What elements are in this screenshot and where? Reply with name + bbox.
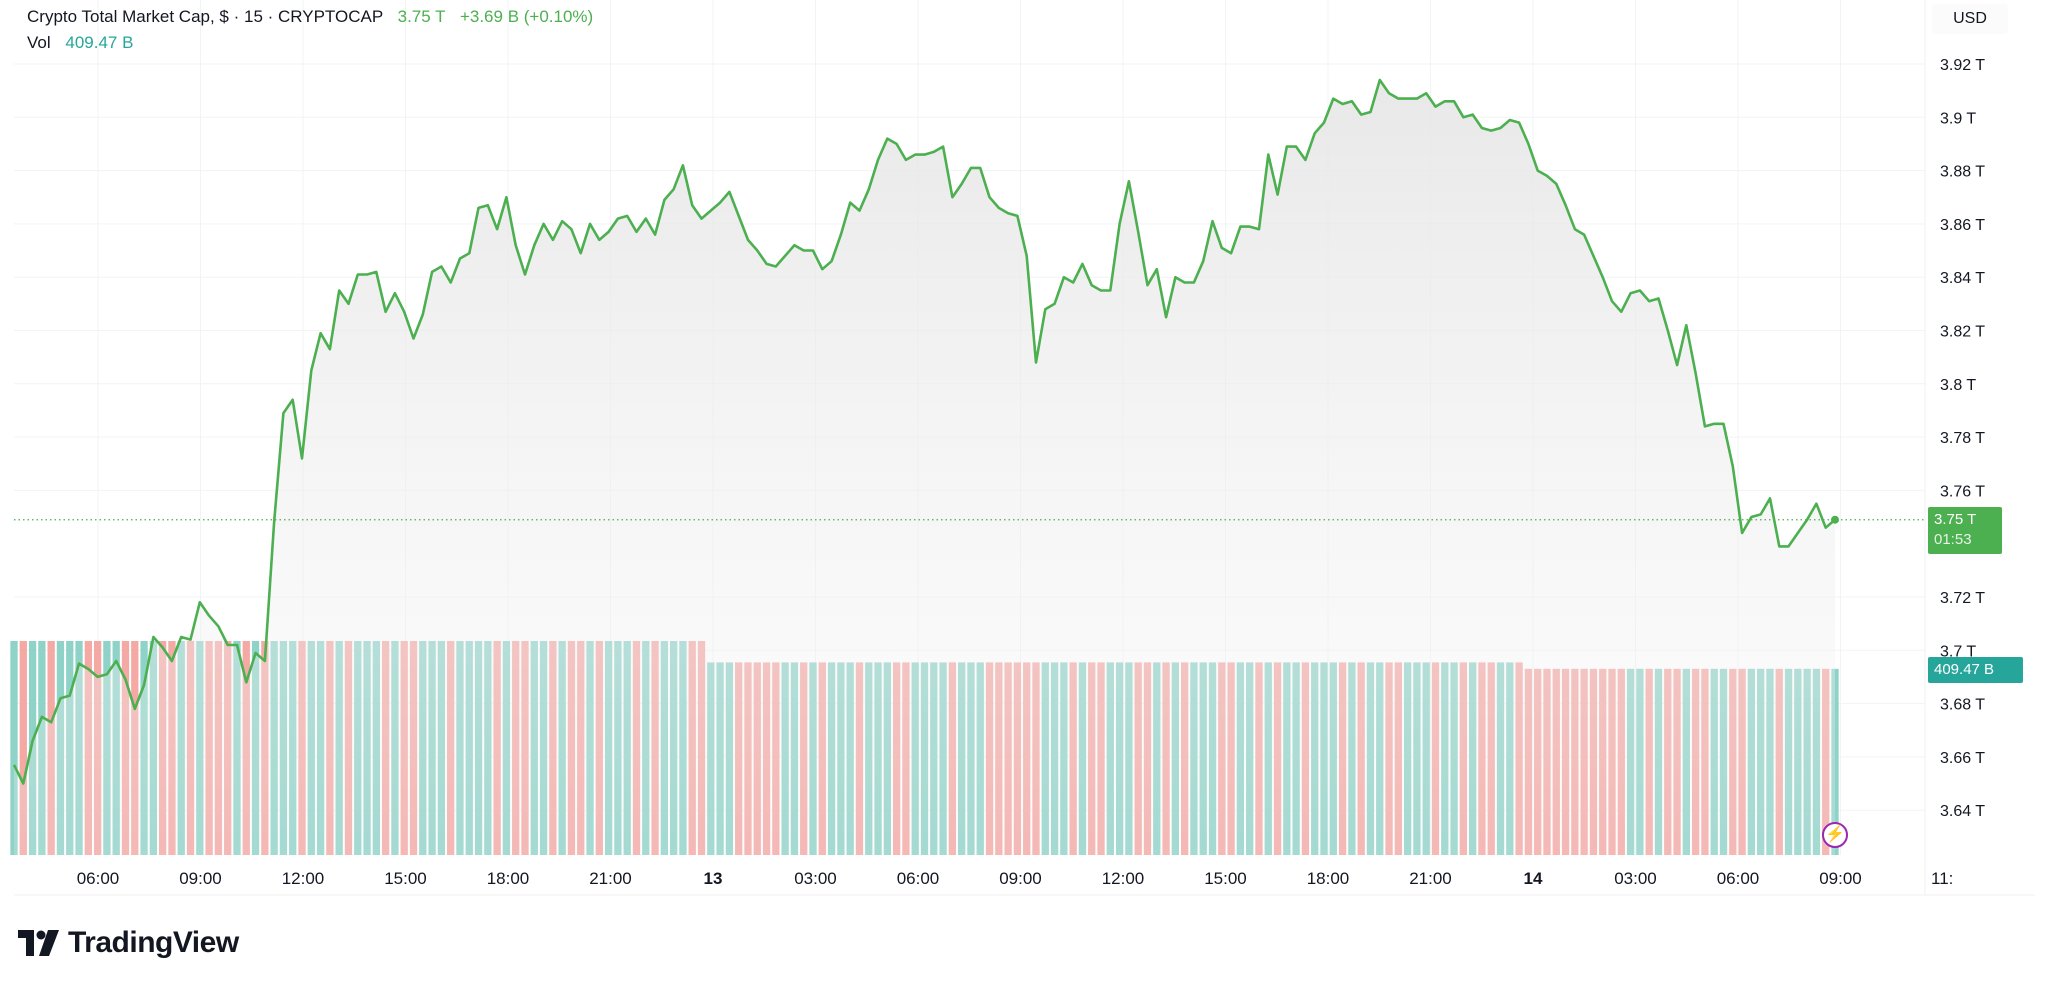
tradingview-logo[interactable]: TradingView (18, 926, 239, 960)
x-tick-label: 06:00 (1717, 869, 1760, 888)
legend-main: Crypto Total Market Cap, $ · 15 · CRYPTO… (27, 6, 593, 28)
price-area (14, 80, 1835, 855)
x-tick-label: 18:00 (1307, 869, 1350, 888)
y-tick-label: 3.82 T (1940, 324, 1985, 341)
bar-countdown: 01:53 (1934, 531, 1972, 548)
logo-text: TradingView (68, 926, 239, 959)
symbol-title[interactable]: Crypto Total Market Cap, $ · 15 · CRYPTO… (27, 7, 383, 26)
price-axis[interactable]: 3.92 T 3.9 T 3.88 T 3.86 T 3.84 T 3.82 T 3.8 T… (1940, 57, 1985, 820)
y-tick-label: 3.68 T (1940, 697, 1985, 714)
y-tick-label: 3.7 T (1940, 643, 1976, 660)
legend-volume: Vol 409.47 B (27, 32, 133, 54)
x-tick-label: 14 (1524, 869, 1543, 888)
y-tick-label: 3.78 T (1940, 430, 1985, 447)
last-price-dot (1831, 515, 1839, 524)
x-tick-label: 15:00 (384, 869, 427, 888)
y-tick-label: 3.66 T (1940, 750, 1985, 767)
x-tick-label: 12:00 (282, 869, 325, 888)
volume-bar (19, 641, 27, 855)
x-tick-label: 06:00 (897, 869, 940, 888)
x-tick-label: 11: (1931, 869, 1953, 888)
y-tick-label: 3.86 T (1940, 217, 1985, 234)
x-tick-label: 09:00 (1819, 869, 1862, 888)
last-price-tag: 3.75 T 01:53 (1928, 507, 2002, 554)
volume-label[interactable]: Vol (27, 33, 51, 52)
tradingview-logo-icon (18, 930, 59, 956)
price-change: +3.69 B (+0.10%) (459, 7, 594, 26)
y-tick-label: 3.72 T (1940, 590, 1985, 607)
last-price: 3.75 T (397, 7, 446, 26)
x-tick-label: 06:00 (77, 869, 120, 888)
x-tick-label: 09:00 (179, 869, 222, 888)
price-line (12, 78, 1836, 785)
volume-bar (10, 641, 18, 855)
y-tick-label: 3.8 T (1940, 377, 1976, 394)
x-tick-label: 03:00 (794, 869, 837, 888)
lightning-icon[interactable]: ⚡ (1822, 822, 1848, 848)
y-tick-label: 3.76 T (1940, 483, 1985, 500)
x-tick-label: 03:00 (1614, 869, 1657, 888)
y-tick-label: 3.88 T (1940, 164, 1985, 181)
last-price-tag-value: 3.75 T (1934, 511, 1977, 528)
y-tick-label: 3.64 T (1940, 803, 1985, 820)
x-tick-label: 15:00 (1204, 869, 1247, 888)
y-tick-label: 3.92 T (1940, 57, 1985, 74)
currency-button[interactable]: USD (1932, 4, 2008, 34)
y-tick-label: 3.9 T (1940, 110, 1976, 127)
volume-tag: 409.47 B (1928, 657, 2023, 683)
price-series (12, 78, 1925, 855)
x-tick-label: 21:00 (1409, 869, 1452, 888)
time-axis[interactable]: 06:00 09:00 12:00 15:00 18:00 21:00 13 03:00 06:… (77, 869, 1954, 888)
x-tick-label: 13 (704, 869, 723, 888)
x-tick-label: 09:00 (999, 869, 1042, 888)
x-tick-label: 21:00 (589, 869, 632, 888)
x-tick-label: 12:00 (1102, 869, 1145, 888)
y-tick-label: 3.84 T (1940, 270, 1985, 287)
x-tick-label: 18:00 (487, 869, 530, 888)
volume-value: 409.47 B (65, 33, 134, 52)
